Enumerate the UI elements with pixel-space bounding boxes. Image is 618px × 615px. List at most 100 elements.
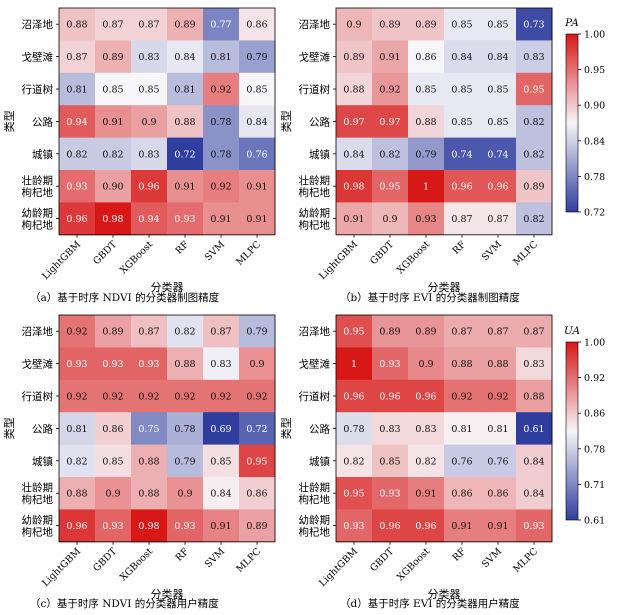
heatmap-cell: [516, 412, 553, 446]
heatmap-cell: [95, 202, 132, 236]
cell-value-label: 0.85: [102, 85, 123, 96]
cell-value-label: 0.82: [523, 149, 544, 160]
cell-value-label: 0.87: [451, 214, 472, 225]
heatmap-cell: [131, 202, 168, 236]
heatmap-cell: [59, 444, 96, 478]
heatmap-cell: [336, 412, 373, 446]
cell-value-label: 0.96: [415, 521, 436, 532]
y-tick-label: 行道树: [22, 390, 54, 403]
cell-value-label: 0.91: [174, 182, 195, 193]
x-tick-label: XGBoost: [118, 239, 155, 276]
heatmap-cell: [372, 379, 409, 413]
cell-value-label: 0.85: [451, 117, 472, 128]
heatmap-cell: [336, 315, 373, 348]
heatmap-cell: [167, 105, 204, 139]
heatmap-cell: [203, 72, 240, 106]
heatmap-cell: [372, 347, 409, 381]
cell-value-label: 0.85: [451, 85, 472, 96]
heatmap-cell: [167, 315, 204, 348]
cell-value-label: 0.92: [246, 392, 267, 403]
cell-value-label: 0.82: [343, 456, 364, 467]
heatmap-cell: [372, 444, 409, 478]
heatmap-cell: [516, 202, 553, 236]
heatmap-cell: [95, 444, 132, 478]
cell-value-label: 0.88: [343, 85, 364, 96]
cell-value-label: 0.89: [102, 327, 123, 338]
heatmap-cell: [444, 170, 481, 203]
heatmap-cell: [203, 8, 240, 41]
y-tick-label: 壮龄期: [299, 481, 331, 494]
heatmap-cell: [372, 315, 409, 348]
heatmap-cell: [516, 40, 553, 74]
y-tick-label: 沼泽地: [299, 325, 331, 338]
y-tick-label: 公路: [309, 422, 330, 435]
cell-value-label: 0.93: [102, 359, 123, 370]
heatmap-cell: [131, 40, 168, 74]
cell-value-label: 0.93: [174, 521, 195, 532]
colorbar-tick-label: 0.92: [584, 373, 605, 384]
heatmap-cell: [59, 315, 96, 348]
x-axis-title: 分类器: [428, 587, 461, 601]
cell-value-label: 0.92: [451, 392, 472, 403]
cell-value-label: 0.96: [415, 392, 436, 403]
y-tick-label: 行道树: [299, 390, 331, 403]
cell-value-label: 0.87: [523, 327, 544, 338]
cell-value-label: 0.83: [523, 359, 544, 370]
heatmap-cell: [516, 105, 553, 139]
heatmap-cell: [167, 347, 204, 381]
heatmap-cell: [167, 137, 204, 171]
colorbar-label: PA: [564, 17, 579, 29]
colorbar-tick-label: 0.84: [584, 136, 605, 147]
cell-value-label: 0.87: [487, 214, 508, 225]
heatmap-cell: [131, 412, 168, 446]
cell-value-label: 0.78: [210, 117, 231, 128]
heatmap-cell: [516, 477, 553, 510]
heatmap-cell: [203, 477, 240, 510]
heatmap-cell: [408, 105, 445, 139]
colorbar-gradient: [565, 33, 579, 213]
x-tick-label: XGBoost: [395, 239, 432, 276]
cell-value-label: 0.76: [451, 456, 472, 467]
heatmap-cell: [444, 477, 481, 510]
heatmap-cell: [480, 202, 517, 236]
caption-c: （c）基于时序 NDVI 的分类器用户精度: [30, 598, 219, 610]
heatmap-cell: [516, 347, 553, 381]
heatmap-cell: [203, 105, 240, 139]
heatmap-cell: [95, 379, 132, 413]
x-axis-title: 分类器: [151, 587, 184, 601]
x-tick-label: LightGBM: [40, 546, 83, 589]
cell-value-label: 0.88: [138, 456, 159, 467]
cell-value-label: 0.91: [246, 214, 267, 225]
heatmap-cell: [480, 444, 517, 478]
heatmap-cell: [336, 170, 373, 203]
cell-value-label: 0.88: [451, 359, 472, 370]
heatmap-cell: [408, 170, 445, 203]
cell-value-label: 0.98: [138, 521, 159, 532]
y-tick-label: 枸杞地: [22, 219, 54, 232]
cell-value-label: 0.79: [415, 149, 436, 160]
y-tick-label: 枸杞地: [22, 186, 54, 199]
cell-value-label: 0.77: [210, 20, 231, 31]
heatmap-cell: [95, 347, 132, 381]
heatmap-cell: [372, 412, 409, 446]
heatmap-cell: [131, 477, 168, 510]
cell-value-label: 0.92: [138, 392, 159, 403]
heatmap-cell: [516, 509, 553, 543]
x-tick-label: GBDT: [91, 546, 119, 574]
heatmap-cell: [444, 412, 481, 446]
cell-value-label: 0.81: [66, 424, 87, 435]
cell-value-label: 0.85: [246, 85, 267, 96]
heatmap-cell: [372, 509, 409, 543]
heatmap-cell: [239, 40, 276, 74]
colorbar-label: UA: [564, 325, 581, 337]
cell-value-label: 0.97: [343, 117, 364, 128]
cell-value-label: 0.92: [210, 182, 231, 193]
heatmap-cell: [239, 444, 276, 478]
cell-value-label: 0.93: [415, 214, 436, 225]
heatmap-cell: [203, 444, 240, 478]
heatmap-cell: [480, 412, 517, 446]
cell-value-label: 0.85: [210, 456, 231, 467]
heatmap-cell: [444, 444, 481, 478]
y-tick-label: 枸杞地: [299, 219, 331, 232]
